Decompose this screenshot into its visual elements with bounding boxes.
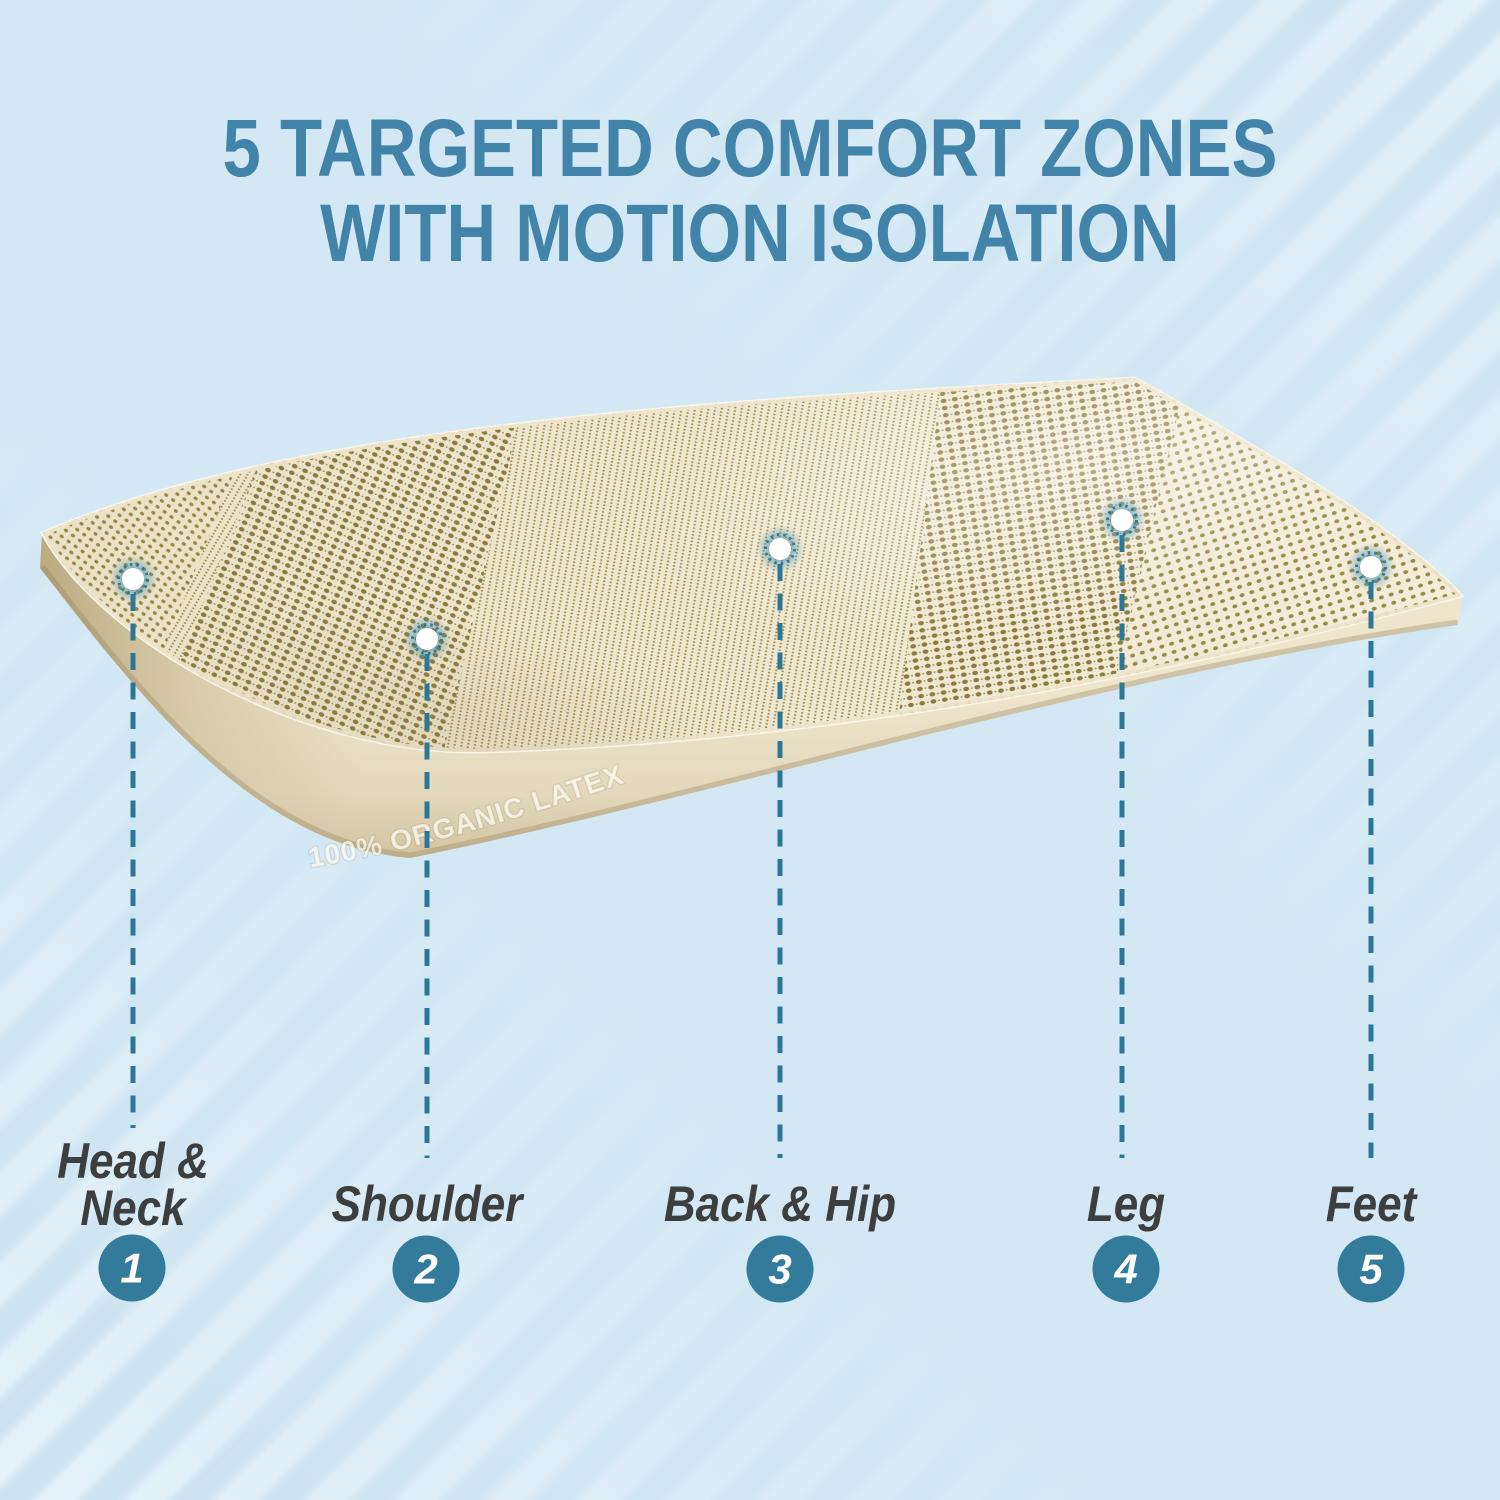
zone-number-4: 4	[1092, 1235, 1160, 1303]
mattress: 100% ORGANIC LATEX	[39, 376, 1465, 875]
zone-number-2: 2	[392, 1235, 460, 1303]
page-title: 5 TARGETED COMFORT ZONES WITH MOTION ISO…	[120, 106, 1380, 276]
zone-number-3: 3	[746, 1235, 814, 1303]
zone-marker-3	[754, 523, 806, 575]
zone-label-1: Head & Neck	[57, 1133, 209, 1236]
zone-marker-2	[401, 613, 453, 665]
zone-marker-4	[1096, 494, 1148, 546]
title-line-1: 5 TARGETED COMFORT ZONES	[222, 103, 1278, 194]
leader-lines	[130, 535, 1374, 1158]
zone-marker-5	[1345, 541, 1397, 593]
zone-label-3: Back & Hip	[663, 1176, 897, 1232]
title-line-2: WITH MOTION ISOLATION	[320, 188, 1180, 279]
zone-marker-1	[107, 553, 159, 605]
zone-label-5: Feet	[1325, 1176, 1417, 1232]
zone-number-1: 1	[98, 1234, 166, 1302]
zone-label-4: Leg	[1086, 1176, 1166, 1232]
zone-pattern-1	[42, 443, 246, 740]
zone-number-5: 5	[1337, 1235, 1405, 1303]
zone-label-2: Shoulder	[331, 1176, 523, 1232]
comfort-zone-patterns	[42, 378, 1462, 753]
